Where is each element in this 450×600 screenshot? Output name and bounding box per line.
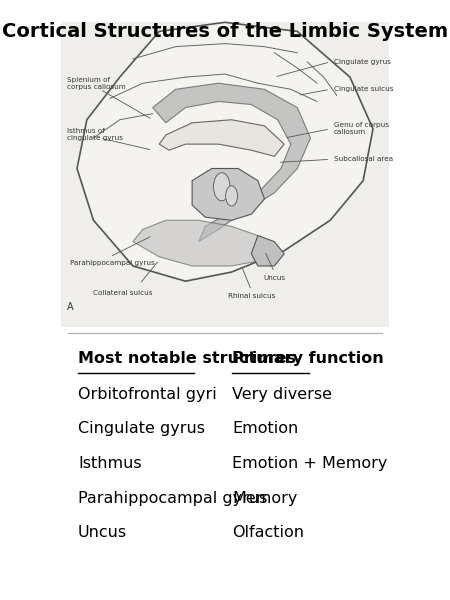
Text: Isthmus: Isthmus	[78, 456, 142, 471]
Text: Isthmus of
cingulate gyrus: Isthmus of cingulate gyrus	[67, 128, 123, 142]
Polygon shape	[251, 236, 284, 266]
Text: Very diverse: Very diverse	[232, 386, 332, 401]
Circle shape	[225, 186, 238, 206]
Text: Emotion + Memory: Emotion + Memory	[232, 456, 387, 471]
Polygon shape	[192, 169, 265, 220]
Polygon shape	[133, 220, 274, 266]
Text: Collateral sulcus: Collateral sulcus	[94, 290, 153, 296]
Polygon shape	[159, 120, 284, 157]
Text: Rhinal sulcus: Rhinal sulcus	[228, 293, 275, 299]
Text: Memory: Memory	[232, 491, 297, 506]
Text: Olfaction: Olfaction	[232, 525, 304, 540]
FancyBboxPatch shape	[61, 22, 389, 327]
Text: Cingulate sulcus: Cingulate sulcus	[333, 86, 393, 92]
Polygon shape	[77, 22, 373, 281]
Polygon shape	[153, 83, 310, 242]
Text: Most notable structures: Most notable structures	[78, 351, 296, 366]
Text: Cingulate gyrus: Cingulate gyrus	[78, 421, 205, 436]
Text: Splenium of
corpus callosum: Splenium of corpus callosum	[67, 77, 126, 90]
Text: A: A	[67, 302, 74, 311]
Text: Subcallosal area: Subcallosal area	[333, 157, 393, 163]
Text: Cingulate gyrus: Cingulate gyrus	[333, 59, 391, 65]
Text: Emotion: Emotion	[232, 421, 298, 436]
Text: Orbitofrontal gyri: Orbitofrontal gyri	[78, 386, 217, 401]
Text: Parahippocampal gyrus: Parahippocampal gyrus	[71, 260, 155, 266]
Text: Genu of corpus
callosum: Genu of corpus callosum	[333, 122, 388, 136]
Text: Primary function: Primary function	[232, 351, 384, 366]
Text: Parahippocampal gyrus: Parahippocampal gyrus	[78, 491, 267, 506]
Text: Cortical Structures of the Limbic System: Cortical Structures of the Limbic System	[2, 22, 448, 41]
Circle shape	[213, 173, 230, 201]
Text: Uncus: Uncus	[263, 275, 285, 281]
Text: Uncus: Uncus	[78, 525, 127, 540]
